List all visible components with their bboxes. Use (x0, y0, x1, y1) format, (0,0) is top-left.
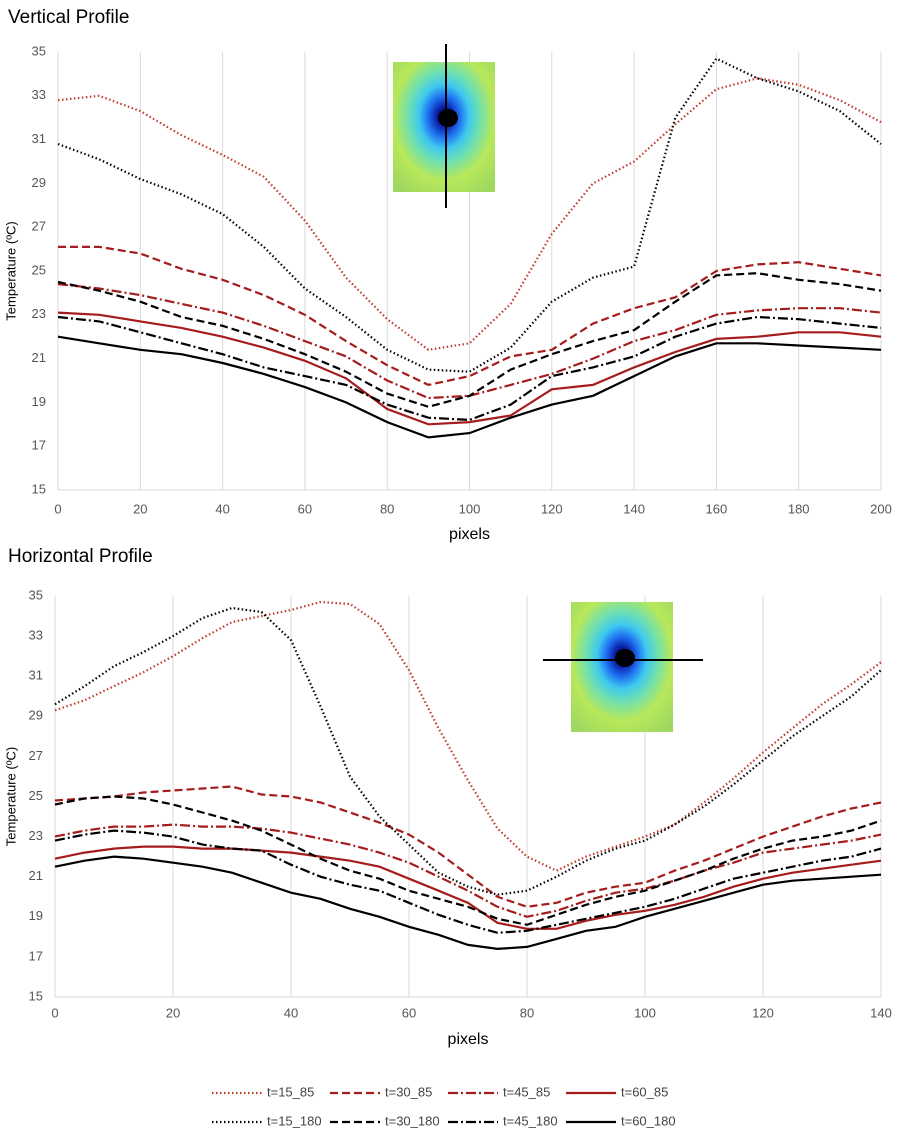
series-line (54, 855, 882, 951)
legend-label: t=15_180 (267, 1113, 322, 1128)
x-tick-label: 120 (541, 501, 563, 516)
x-tick-label: 40 (284, 1005, 298, 1020)
y-tick-label: 19 (32, 394, 46, 409)
series-line (54, 829, 882, 934)
legend-label: t=60_180 (621, 1113, 676, 1128)
y-tick-label: 25 (29, 788, 43, 803)
y-axis-title: Temperature (ºC) (3, 747, 18, 846)
series-line (54, 845, 882, 930)
y-tick-label: 25 (32, 262, 46, 277)
x-tick-label: 60 (298, 501, 312, 516)
y-tick-label: 33 (29, 628, 43, 643)
chart-title: Horizontal Profile (8, 546, 153, 567)
thermal-image (393, 62, 495, 192)
y-tick-label: 35 (29, 587, 43, 602)
x-axis-title: pixels (449, 526, 490, 543)
x-tick-label: 140 (870, 1005, 892, 1020)
x-axis-title: pixels (448, 1031, 489, 1048)
y-tick-label: 21 (29, 868, 43, 883)
series-line (57, 272, 882, 408)
y-tick-label: 15 (32, 481, 46, 496)
y-tick-label: 31 (29, 668, 43, 683)
series-line (57, 283, 882, 400)
x-tick-label: 60 (402, 1005, 416, 1020)
y-tick-label: 29 (32, 175, 46, 190)
y-axis-title: Temperature (ºC) (3, 221, 18, 320)
y-tick-label: 23 (29, 828, 43, 843)
series-line (54, 600, 882, 872)
series-line (54, 606, 882, 896)
chart-title: Vertical Profile (8, 7, 129, 28)
x-tick-label: 20 (166, 1005, 180, 1020)
series-line (57, 57, 882, 373)
y-tick-label: 17 (29, 948, 43, 963)
series-line (57, 311, 882, 426)
y-tick-label: 23 (32, 306, 46, 321)
y-tick-label: 35 (32, 43, 46, 58)
y-tick-label: 21 (32, 350, 46, 365)
x-tick-label: 200 (870, 501, 892, 516)
x-tick-label: 0 (51, 1005, 58, 1020)
x-tick-label: 140 (623, 501, 645, 516)
y-tick-label: 33 (32, 87, 46, 102)
legend-label: t=30_85 (385, 1084, 432, 1099)
insets (393, 44, 703, 732)
y-tick-label: 31 (32, 131, 46, 146)
legend-label: t=30_180 (385, 1113, 440, 1128)
x-tick-label: 100 (634, 1005, 656, 1020)
x-tick-label: 0 (54, 501, 61, 516)
legend-label: t=60_85 (621, 1084, 668, 1099)
y-tick-label: 15 (29, 988, 43, 1003)
series-line (54, 795, 882, 926)
series-line (57, 335, 882, 439)
thermal-image (571, 602, 673, 732)
y-tick-label: 27 (29, 748, 43, 763)
x-tick-label: 80 (380, 501, 394, 516)
y-tick-label: 27 (32, 219, 46, 234)
series-line (57, 315, 882, 422)
series-line (54, 785, 882, 908)
x-tick-label: 120 (752, 1005, 774, 1020)
spot (615, 649, 635, 667)
x-tick-label: 160 (706, 501, 728, 516)
y-tick-label: 17 (32, 438, 46, 453)
x-tick-label: 20 (133, 501, 147, 516)
x-tick-label: 40 (215, 501, 229, 516)
legend-label: t=15_85 (267, 1084, 314, 1099)
legend-label: t=45_180 (503, 1113, 558, 1128)
x-tick-label: 180 (788, 501, 810, 516)
spot (438, 109, 458, 127)
x-tick-label: 100 (459, 501, 481, 516)
y-tick-label: 19 (29, 908, 43, 923)
legend-label: t=45_85 (503, 1084, 550, 1099)
y-tick-label: 29 (29, 708, 43, 723)
x-tick-label: 80 (520, 1005, 534, 1020)
series-line (57, 77, 882, 351)
